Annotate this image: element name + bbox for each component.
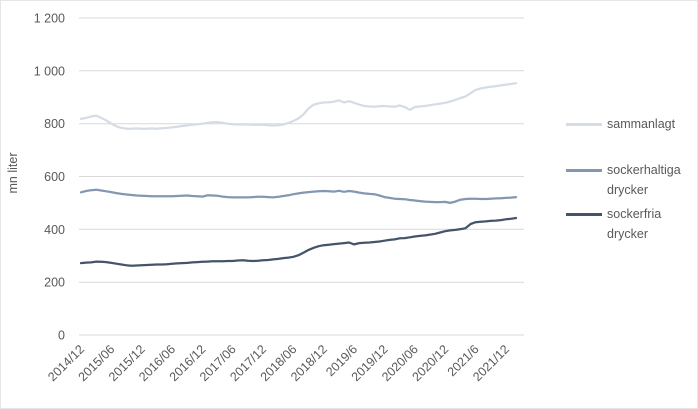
y-tick-label: 0 (58, 329, 65, 343)
y-tick-label: 1 000 (34, 64, 65, 78)
legend-line-swatch (566, 123, 602, 126)
y-axis-title: mn liter (6, 153, 20, 194)
legend-item-sammanlagt: sammanlagt (566, 114, 696, 134)
legend-item-sockerhaltiga: sockerhaltiga drycker (566, 160, 696, 200)
legend-label: sockerfria drycker (607, 207, 662, 241)
legend-line-swatch (566, 213, 602, 216)
y-tick-label: 200 (44, 276, 65, 290)
legend-label: sockerhaltiga drycker (607, 163, 681, 197)
y-tick-label: 400 (44, 223, 65, 237)
y-tick-label: 1 200 (34, 12, 65, 26)
series-line-sockerfria (79, 216, 518, 267)
series-line-sockerhaltiga (79, 188, 518, 205)
y-tick-label: 800 (44, 117, 65, 131)
legend-item-sockerfria: sockerfria drycker (566, 204, 696, 244)
legend-label: sammanlagt (607, 117, 676, 131)
series-line-sammanlagt (79, 82, 518, 130)
y-tick-label: 600 (44, 170, 65, 184)
legend-line-swatch (566, 169, 602, 172)
chart-legend: sammanlagt sockerhaltiga drycker sockerfri… (566, 114, 696, 244)
